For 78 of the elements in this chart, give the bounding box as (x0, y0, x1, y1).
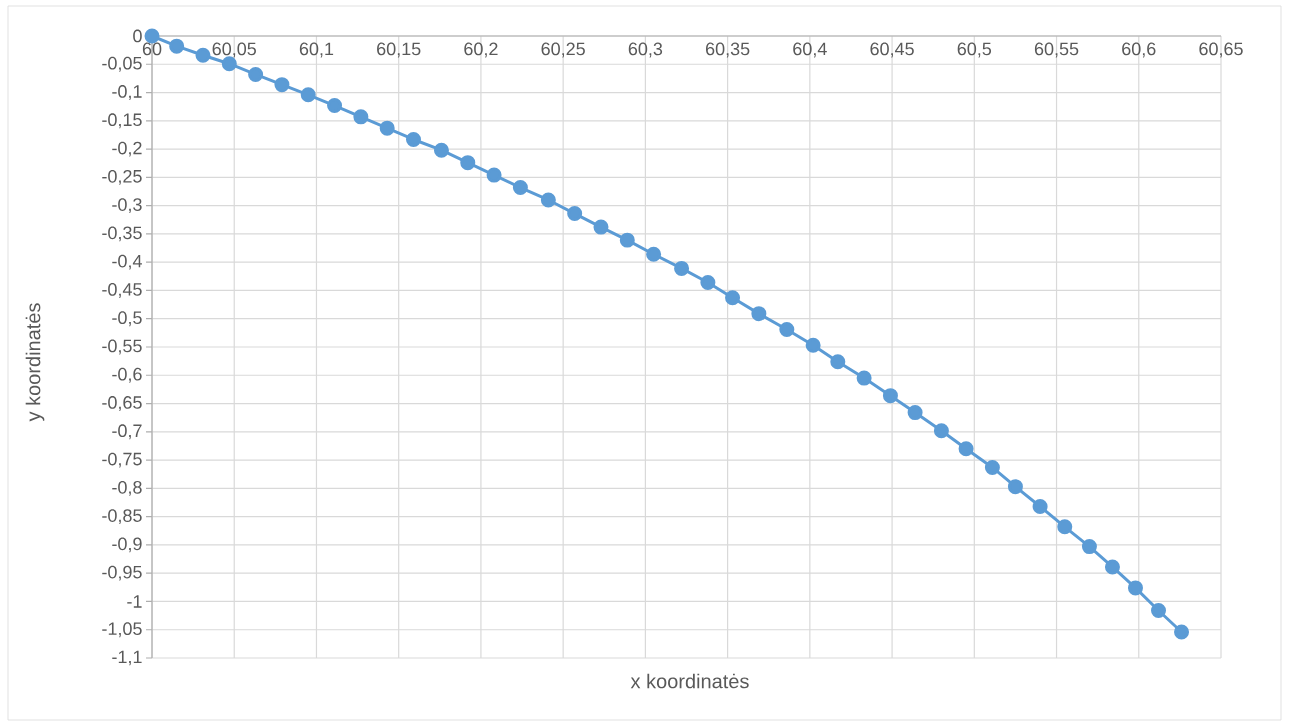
point (856, 370, 872, 386)
y-tick-label: -0,35 (102, 226, 142, 242)
y-tick-label: -0,4 (112, 254, 142, 270)
point (460, 155, 476, 171)
y-axis-title: y koordinatės (25, 303, 45, 422)
y-tick-label: -0,6 (112, 367, 142, 383)
y-tick-label: -0,55 (102, 339, 142, 355)
point (725, 290, 741, 306)
y-tick-label: -0,45 (102, 283, 142, 298)
y-tick-label: 0 (133, 29, 142, 43)
point (805, 337, 821, 353)
point (1032, 498, 1048, 514)
point (274, 77, 290, 93)
point (406, 131, 421, 147)
point (933, 423, 949, 439)
x-tick-label: 60,5 (957, 42, 992, 58)
x-tick-label: 60,55 (1034, 42, 1079, 58)
x-tick-label: 60,15 (377, 42, 421, 58)
y-tick-label: -0,2 (112, 141, 142, 157)
y-tick-label: -0,9 (112, 537, 142, 553)
point (1127, 580, 1143, 596)
y-tick-label: -0,3 (112, 198, 142, 214)
point (248, 66, 264, 82)
point (700, 275, 716, 291)
x-axis-title: x koordinatės (630, 673, 749, 689)
y-tick-label: -1 (127, 595, 142, 608)
point (300, 87, 316, 103)
point (567, 206, 583, 222)
point (1104, 559, 1120, 575)
point (486, 167, 502, 183)
y-tick-label: -0,95 (102, 565, 142, 581)
point (751, 306, 767, 322)
x-tick-label: 60,6 (1122, 42, 1156, 58)
x-tick-label: 60,3 (628, 42, 663, 58)
x-tick-label: 60 (142, 42, 162, 56)
x-tick-label: 60,05 (212, 42, 256, 58)
y-tick-label: -0,1 (112, 85, 142, 100)
x-tick-label: 60,45 (870, 42, 914, 58)
y-tick-label: -0,5 (112, 311, 142, 327)
point (1174, 624, 1190, 640)
point (512, 180, 528, 196)
point (984, 459, 1000, 475)
point (433, 142, 449, 158)
point (1007, 479, 1023, 495)
point (958, 441, 974, 457)
point (540, 192, 556, 208)
y-tick-label: -0,85 (102, 509, 142, 525)
point (169, 38, 185, 54)
point (674, 260, 690, 276)
x-tick-label: 60,65 (1199, 42, 1243, 58)
point (907, 405, 923, 421)
point (1057, 519, 1073, 535)
y-tick-label: -0,65 (102, 396, 142, 411)
x-tick-label: 60,1 (299, 42, 334, 58)
y-tick-label: -0,8 (112, 480, 142, 496)
x-tick-label: 60,35 (706, 42, 750, 58)
y-tick-label: -1,1 (112, 650, 142, 666)
y-tick-label: -0,7 (112, 424, 142, 440)
point (195, 47, 211, 63)
point (379, 120, 395, 136)
point (593, 219, 609, 235)
point (353, 109, 369, 125)
y-tick-label: -0,75 (102, 452, 142, 468)
x-tick-label: 60,2 (464, 42, 498, 58)
point (1081, 539, 1097, 555)
y-tick-label: -0,15 (102, 113, 142, 129)
x-tick-label: 60,4 (793, 42, 827, 58)
point (327, 98, 343, 114)
y-tick-label: -0,25 (102, 169, 142, 185)
point (646, 246, 662, 262)
y-tick-label: -0,05 (102, 56, 142, 72)
point (882, 388, 898, 404)
point (1151, 603, 1167, 618)
y-tick-label: -1,05 (102, 622, 142, 638)
point (619, 232, 635, 248)
point (779, 321, 795, 337)
point (830, 354, 846, 370)
x-tick-label: 60,25 (541, 42, 585, 58)
